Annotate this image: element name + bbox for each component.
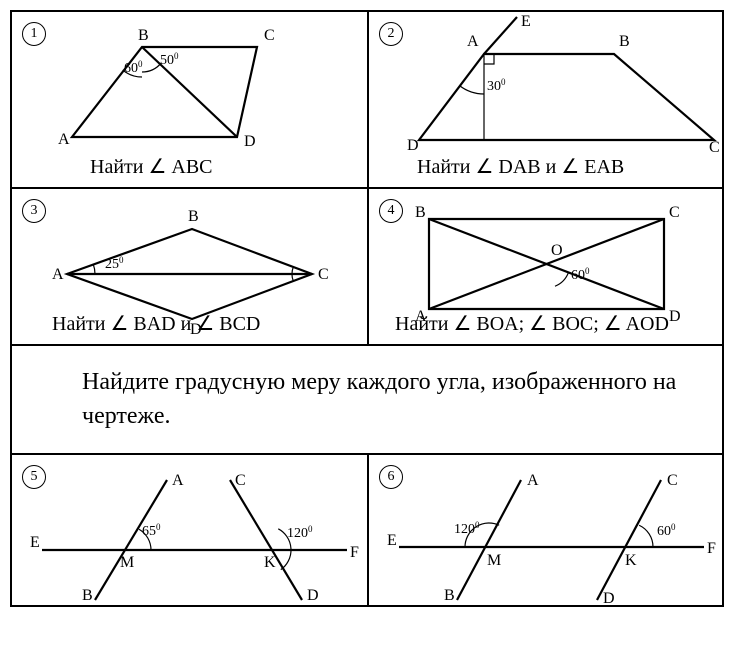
svg-text:B: B [82,587,93,604]
svg-text:D: D [244,133,256,150]
svg-text:F: F [707,540,716,557]
svg-text:650: 650 [142,522,161,539]
svg-text:C: C [667,472,678,489]
problem-2: 2 300 D A B C E Найти ∠ DAB и ∠ EAB [367,12,722,187]
svg-text:A: A [172,472,184,489]
svg-text:B: B [138,27,149,44]
worksheet: 1 600 500 A B C D Найти ∠ ABC 2 300 D A B C E Найт… [10,10,724,607]
badge-6: 6 [379,465,403,489]
svg-text:B: B [444,587,455,604]
svg-text:O: O [551,242,563,259]
row-mid: Найдите градусную меру каждого угла, изо… [12,346,722,455]
svg-text:500: 500 [160,51,179,68]
svg-text:E: E [387,532,397,549]
svg-text:K: K [264,554,276,571]
problem-1: 1 600 500 A B C D Найти ∠ ABC [12,12,367,187]
badge-2: 2 [379,22,403,46]
svg-text:300: 300 [487,77,506,94]
row-2: 3 250ABCD Найти ∠ BAD и ∠ BCD 4 600ABCDO… [12,189,722,346]
figure-5: 650 1200 A B C D E F M K [12,455,367,605]
svg-text:C: C [318,266,329,283]
problem-4: 4 600ABCDO Найти ∠ BOA; ∠ BOC; ∠ AOD [367,189,722,344]
task-4: Найти ∠ BOA; ∠ BOC; ∠ AOD [395,311,669,336]
svg-text:C: C [264,27,275,44]
svg-text:C: C [709,139,720,156]
svg-text:K: K [625,552,637,569]
svg-text:1200: 1200 [287,524,313,541]
task-2: Найти ∠ DAB и ∠ EAB [417,154,624,179]
svg-text:B: B [415,204,426,221]
svg-text:M: M [120,554,134,571]
badge-4: 4 [379,199,403,223]
badge-1: 1 [22,22,46,46]
svg-text:C: C [669,204,680,221]
row-1: 1 600 500 A B C D Найти ∠ ABC 2 300 D A B C E Найт… [12,12,722,189]
task-1: Найти ∠ ABC [90,154,213,179]
svg-text:D: D [307,587,319,604]
svg-text:A: A [52,266,64,283]
svg-text:B: B [619,33,630,50]
svg-text:600: 600 [657,522,676,539]
badge-3: 3 [22,199,46,223]
task-3: Найти ∠ BAD и ∠ BCD [52,311,260,336]
svg-text:C: C [235,472,246,489]
svg-text:A: A [58,131,70,148]
svg-text:B: B [188,208,199,225]
problem-3: 3 250ABCD Найти ∠ BAD и ∠ BCD [12,189,367,344]
svg-text:M: M [487,552,501,569]
svg-text:D: D [407,137,419,154]
svg-text:A: A [467,33,479,50]
svg-text:D: D [603,590,615,605]
svg-text:1200: 1200 [454,520,480,537]
problem-5: 5 650 1200 A B C D E F M K [12,455,367,605]
svg-text:250: 250 [105,255,124,272]
problem-6: 6 1200 600 A B C D E F M K [367,455,722,605]
row-3: 5 650 1200 A B C D E F M K 6 1200 600 A B C D E F M K [12,455,722,605]
badge-5: 5 [22,465,46,489]
svg-text:A: A [527,472,539,489]
mid-instruction: Найдите градусную меру каждого угла, изо… [12,346,722,453]
svg-text:D: D [669,308,681,325]
svg-text:E: E [30,534,40,551]
svg-text:E: E [521,13,531,30]
figure-6: 1200 600 A B C D E F M K [369,455,724,605]
svg-text:600: 600 [124,59,143,76]
svg-text:F: F [350,544,359,561]
